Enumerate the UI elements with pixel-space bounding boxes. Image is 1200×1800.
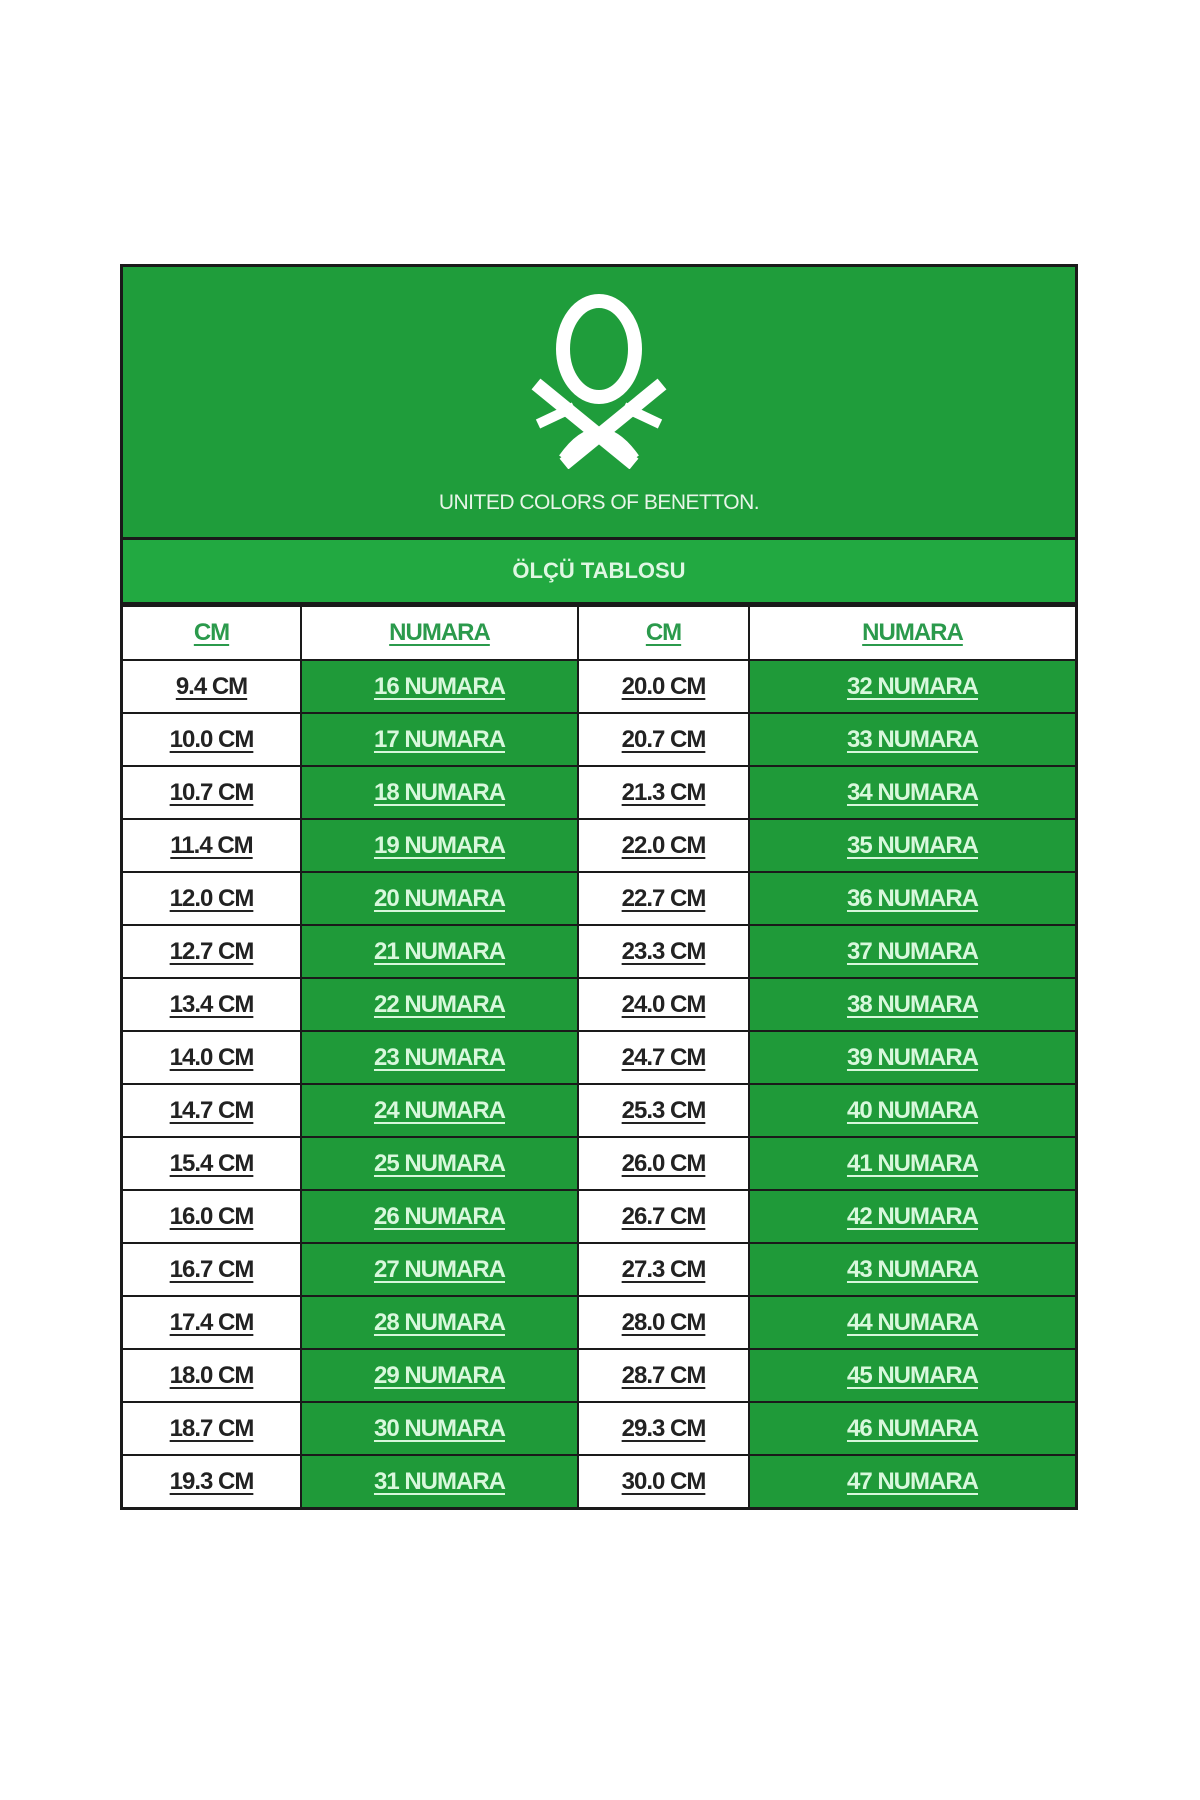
numara-cell: 17 NUMARA [300,712,579,767]
header-numara: NUMARA [748,605,1075,661]
table-row: 14.0 CM 23 NUMARA 24.7 CM 39 NUMARA [123,1030,1075,1085]
numara-cell: 32 NUMARA [748,659,1075,714]
header-cm: CM [123,605,302,661]
table-row: 16.0 CM 26 NUMARA 26.7 CM 42 NUMARA [123,1189,1075,1244]
header-numara: NUMARA [300,605,579,661]
numara-cell: 34 NUMARA [748,765,1075,820]
benetton-knot-logo-icon [531,294,667,469]
cm-cell: 12.0 CM [123,871,302,926]
cm-cell: 26.0 CM [577,1136,750,1191]
cm-cell: 28.7 CM [577,1348,750,1403]
cm-cell: 29.3 CM [577,1401,750,1456]
cm-cell: 14.0 CM [123,1030,302,1085]
table-row: 18.0 CM 29 NUMARA 28.7 CM 45 NUMARA [123,1348,1075,1403]
header-row: CM NUMARA CM NUMARA [123,605,1075,661]
numara-cell: 18 NUMARA [300,765,579,820]
table-row: 9.4 CM 16 NUMARA 20.0 CM 32 NUMARA [123,659,1075,714]
cm-cell: 28.0 CM [577,1295,750,1350]
cm-cell: 30.0 CM [577,1454,750,1507]
numara-cell: 30 NUMARA [300,1401,579,1456]
numara-cell: 31 NUMARA [300,1454,579,1507]
cm-cell: 27.3 CM [577,1242,750,1297]
numara-cell: 19 NUMARA [300,818,579,873]
cm-cell: 16.7 CM [123,1242,302,1297]
numara-cell: 23 NUMARA [300,1030,579,1085]
numara-cell: 43 NUMARA [748,1242,1075,1297]
cm-cell: 21.3 CM [577,765,750,820]
numara-cell: 38 NUMARA [748,977,1075,1032]
numara-cell: 35 NUMARA [748,818,1075,873]
numara-cell: 41 NUMARA [748,1136,1075,1191]
numara-cell: 45 NUMARA [748,1348,1075,1403]
table-row: 18.7 CM 30 NUMARA 29.3 CM 46 NUMARA [123,1401,1075,1456]
table-row: 16.7 CM 27 NUMARA 27.3 CM 43 NUMARA [123,1242,1075,1297]
cm-cell: 18.0 CM [123,1348,302,1403]
numara-cell: 47 NUMARA [748,1454,1075,1507]
numara-cell: 33 NUMARA [748,712,1075,767]
numara-cell: 44 NUMARA [748,1295,1075,1350]
table-row: 10.0 CM 17 NUMARA 20.7 CM 33 NUMARA [123,712,1075,767]
cm-cell: 13.4 CM [123,977,302,1032]
cm-cell: 26.7 CM [577,1189,750,1244]
cm-cell: 11.4 CM [123,818,302,873]
cm-cell: 23.3 CM [577,924,750,979]
size-table: CM NUMARA CM NUMARA 9.4 CM 16 NUMARA 20.0 … [123,605,1075,1507]
cm-cell: 9.4 CM [123,659,302,714]
cm-cell: 10.0 CM [123,712,302,767]
chart-title: ÖLÇÜ TABLOSU [123,540,1075,605]
numara-cell: 39 NUMARA [748,1030,1075,1085]
cm-cell: 10.7 CM [123,765,302,820]
cm-cell: 20.0 CM [577,659,750,714]
numara-cell: 29 NUMARA [300,1348,579,1403]
numara-cell: 16 NUMARA [300,659,579,714]
table-row: 11.4 CM 19 NUMARA 22.0 CM 35 NUMARA [123,818,1075,873]
numara-cell: 25 NUMARA [300,1136,579,1191]
numara-cell: 24 NUMARA [300,1083,579,1138]
table-row: 17.4 CM 28 NUMARA 28.0 CM 44 NUMARA [123,1295,1075,1350]
table-row: 15.4 CM 25 NUMARA 26.0 CM 41 NUMARA [123,1136,1075,1191]
numara-cell: 40 NUMARA [748,1083,1075,1138]
cm-cell: 19.3 CM [123,1454,302,1507]
size-chart: UNITED COLORS OF BENETTON. ÖLÇÜ TABLOSU … [120,264,1078,1510]
cm-cell: 24.7 CM [577,1030,750,1085]
cm-cell: 12.7 CM [123,924,302,979]
numara-cell: 26 NUMARA [300,1189,579,1244]
numara-cell: 46 NUMARA [748,1401,1075,1456]
brand-name: UNITED COLORS OF BENETTON. [438,491,760,514]
cm-cell: 25.3 CM [577,1083,750,1138]
table-row: 12.0 CM 20 NUMARA 22.7 CM 36 NUMARA [123,871,1075,926]
numara-cell: 21 NUMARA [300,924,579,979]
cm-cell: 15.4 CM [123,1136,302,1191]
table-row: 10.7 CM 18 NUMARA 21.3 CM 34 NUMARA [123,765,1075,820]
numara-cell: 37 NUMARA [748,924,1075,979]
cm-cell: 14.7 CM [123,1083,302,1138]
cm-cell: 18.7 CM [123,1401,302,1456]
numara-cell: 20 NUMARA [300,871,579,926]
table-row: 14.7 CM 24 NUMARA 25.3 CM 40 NUMARA [123,1083,1075,1138]
cm-cell: 24.0 CM [577,977,750,1032]
numara-cell: 36 NUMARA [748,871,1075,926]
logo-band: UNITED COLORS OF BENETTON. [123,267,1075,540]
numara-cell: 42 NUMARA [748,1189,1075,1244]
cm-cell: 22.7 CM [577,871,750,926]
numara-cell: 22 NUMARA [300,977,579,1032]
cm-cell: 20.7 CM [577,712,750,767]
cm-cell: 22.0 CM [577,818,750,873]
cm-cell: 16.0 CM [123,1189,302,1244]
numara-cell: 27 NUMARA [300,1242,579,1297]
header-cm: CM [577,605,750,661]
cm-cell: 17.4 CM [123,1295,302,1350]
table-row: 13.4 CM 22 NUMARA 24.0 CM 38 NUMARA [123,977,1075,1032]
table-row: 12.7 CM 21 NUMARA 23.3 CM 37 NUMARA [123,924,1075,979]
numara-cell: 28 NUMARA [300,1295,579,1350]
table-row: 19.3 CM 31 NUMARA 30.0 CM 47 NUMARA [123,1454,1075,1507]
